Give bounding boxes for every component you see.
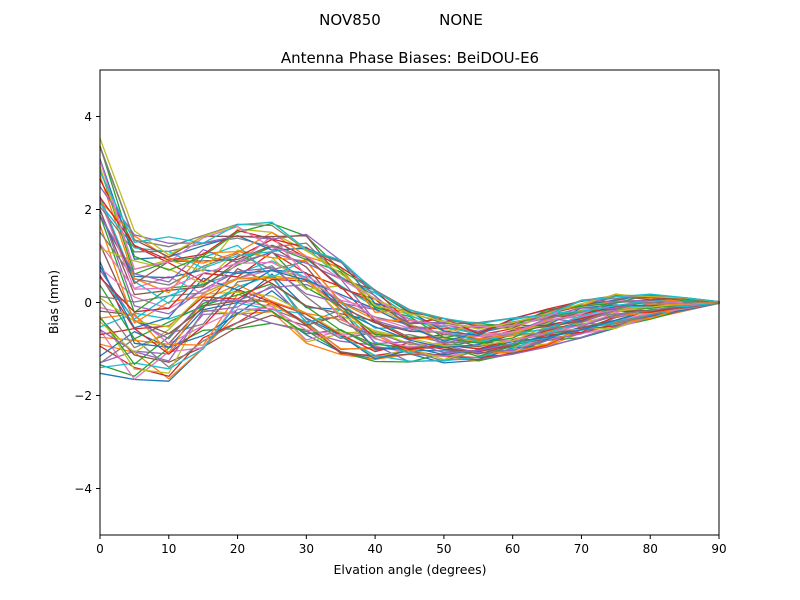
bias-line <box>99 178 720 330</box>
suptitle-left: NOV850 <box>319 11 381 29</box>
y-axis-label: Bias (mm) <box>46 270 61 334</box>
ticks-group: 0 10 20 30 40 50 60 70 80 90 −4 −2 0 2 4 <box>74 110 726 556</box>
x-tick-label: 90 <box>711 542 726 556</box>
x-axis-label: Elvation angle (degrees) <box>333 562 486 577</box>
x-tick-label: 80 <box>643 542 658 556</box>
bias-line <box>99 276 720 349</box>
y-tick-label: 0 <box>84 296 92 310</box>
x-tick-label: 0 <box>96 542 104 556</box>
x-tick-label: 40 <box>367 542 382 556</box>
bias-line <box>99 214 720 332</box>
bias-line <box>99 171 720 325</box>
bias-line <box>99 302 720 364</box>
bias-line <box>99 274 720 354</box>
x-tick-label: 30 <box>299 542 314 556</box>
line-series-group <box>99 137 720 382</box>
bias-line <box>99 202 720 335</box>
x-tick-label: 60 <box>505 542 520 556</box>
bias-line <box>99 195 720 343</box>
y-tick-label: 4 <box>84 110 92 124</box>
bias-line <box>99 137 720 330</box>
y-tick-label: 2 <box>84 203 92 217</box>
chart-title: Antenna Phase Biases: BeiDOU-E6 <box>281 49 539 67</box>
bias-line <box>99 284 720 354</box>
bias-line <box>99 145 720 328</box>
x-tick-label: 20 <box>230 542 245 556</box>
suptitle-right: NONE <box>439 11 483 29</box>
y-tick-label: −2 <box>74 389 92 403</box>
y-tick-label: −4 <box>74 482 92 496</box>
bias-line <box>99 269 720 354</box>
x-tick-label: 50 <box>436 542 451 556</box>
x-tick-label: 10 <box>161 542 176 556</box>
x-tick-label: 70 <box>574 542 589 556</box>
